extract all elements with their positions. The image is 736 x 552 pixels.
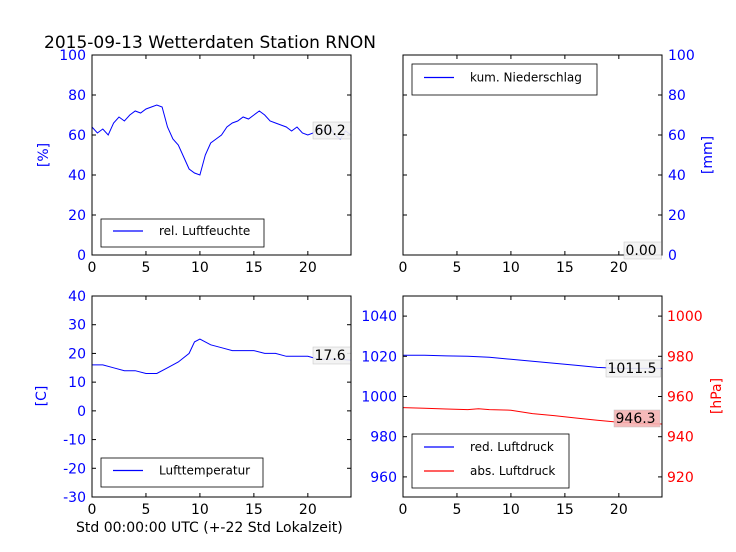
y-tick-label: 1020 (361, 349, 397, 365)
x-tick-label: 10 (502, 502, 520, 518)
x-tick-label: 20 (299, 260, 317, 276)
series-line-humidity-0 (91, 104, 352, 176)
y-tick-label: 0 (668, 248, 677, 264)
y-tick-label: 20 (668, 208, 686, 224)
x-tick-label: 20 (610, 260, 628, 276)
y-tick-label: 0 (77, 404, 86, 420)
x-tick-label: 5 (452, 260, 461, 276)
legend-label: rel. Luftfeuchte (159, 224, 250, 238)
plot-frame (91, 54, 352, 256)
value-label-box (312, 121, 351, 140)
x-tick-label: 0 (88, 260, 97, 276)
y-tick-label: 60 (68, 128, 86, 144)
value-label-box (605, 359, 661, 378)
y-tick-label: 20 (68, 346, 86, 362)
x-tick-label: 10 (191, 260, 209, 276)
legend-label: kum. Niederschlag (470, 71, 582, 85)
value-label-box (312, 346, 351, 365)
x-tick-label: 15 (245, 502, 263, 518)
x-tick-label: 5 (141, 502, 150, 518)
panel-temperature: 0 5 10 15 20 -30 -20 -10 0 10 20 30 40 [C] 17.6 Lufttem… (34, 289, 352, 518)
x-tick-label: 10 (502, 260, 520, 276)
y-tick-label: 0 (77, 248, 86, 264)
legend-box (100, 218, 265, 248)
y-axis-label: [%] (36, 143, 52, 167)
x-tick-label: 15 (556, 502, 574, 518)
y-tick-label: 30 (68, 318, 86, 334)
y-tick-label: 1000 (361, 390, 397, 406)
value-label-box (623, 241, 662, 260)
y-tick-label: 80 (68, 88, 86, 104)
value-label: 60.2 (315, 123, 346, 139)
y-right-tick-label: 960 (667, 390, 694, 406)
plot-frame (402, 54, 663, 256)
x-tick-label: 20 (299, 502, 317, 518)
x-axis-label: Std 00:00:00 UTC (+-22 Std Lokalzeit) (76, 520, 343, 536)
legend-label: abs. Luftdruck (470, 464, 555, 478)
y-right-tick-label: 1000 (667, 309, 703, 325)
y-tick-label: 960 (370, 470, 397, 486)
y-right-tick-label: 980 (667, 349, 694, 365)
y-tick-label: 100 (59, 48, 86, 64)
y-tick-label: 40 (668, 168, 686, 184)
figure-title: 2015-09-13 Wetterdaten Station RNON (44, 33, 376, 53)
x-tick-label: 5 (452, 502, 461, 518)
legend-box (411, 433, 570, 489)
legend-box (100, 457, 264, 488)
y-tick-label: 100 (668, 48, 695, 64)
y-axis-label: [mm] (700, 136, 716, 174)
panel-humidity: 0 5 10 15 20 0 20 40 60 80 100 [%] 60.2 rel. Luftfeuc… (36, 48, 352, 276)
value-label: 17.6 (315, 348, 346, 364)
plot-frame (91, 295, 352, 498)
legend-box (411, 63, 598, 96)
x-tick-label: 0 (399, 260, 408, 276)
value-label-box (613, 409, 661, 428)
y-tick-label: 10 (68, 375, 86, 391)
y-axis-label: [hPa] (709, 378, 725, 414)
value-label: 946.3 (616, 411, 656, 427)
x-tick-label: 0 (399, 502, 408, 518)
value-label: 0.00 (626, 243, 657, 259)
y-tick-label: -20 (63, 461, 86, 477)
y-right-tick-label: 920 (667, 470, 694, 486)
legend-label: red. Luftdruck (470, 440, 554, 454)
legend-label: Lufttemperatur (159, 464, 250, 478)
y-tick-label: 40 (68, 168, 86, 184)
x-tick-label: 20 (610, 502, 628, 518)
y-axis-label: [C] (34, 386, 50, 407)
x-tick-label: 10 (191, 502, 209, 518)
series-line-temperature-0 (92, 338, 352, 374)
x-tick-label: 15 (556, 260, 574, 276)
y-tick-label: 80 (668, 88, 686, 104)
y-tick-label: -10 (63, 433, 86, 449)
y-tick-label: 1040 (361, 309, 397, 325)
y-tick-label: -30 (63, 490, 86, 506)
y-tick-label: 20 (68, 208, 86, 224)
x-tick-label: 15 (245, 260, 263, 276)
x-tick-label: 5 (141, 260, 150, 276)
x-tick-label: 0 (88, 502, 97, 518)
y-tick-label: 980 (370, 430, 397, 446)
y-tick-label: 60 (668, 128, 686, 144)
value-label: 1011.5 (608, 361, 657, 377)
y-right-tick-label: 940 (667, 430, 694, 446)
panel-precipitation: 0 5 10 15 20 0 20 40 60 80 100 [mm] 0.00 kum. Nieders… (399, 48, 716, 276)
panel-pressure: 0 5 10 15 20 960 980 1000 1020 1040 920 940 960 980 10… (361, 295, 725, 518)
y-tick-label: 40 (68, 289, 86, 305)
